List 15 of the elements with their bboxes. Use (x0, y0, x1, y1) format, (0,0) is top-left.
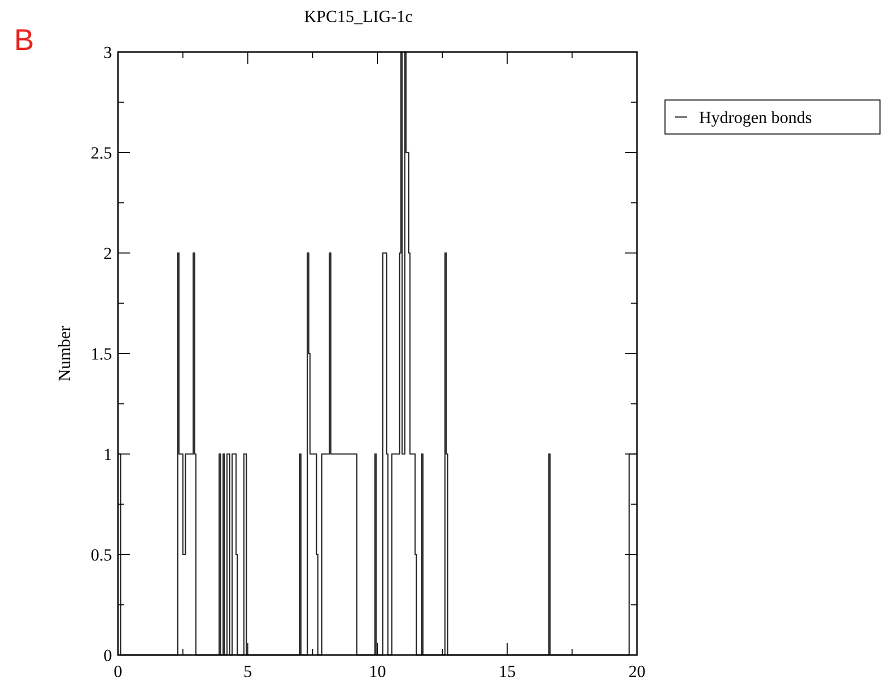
text: B (14, 24, 34, 57)
y-tick-label: 3 (104, 42, 112, 62)
y-tick-label: 0.5 (90, 545, 112, 564)
y-tick-label: 1.5 (90, 344, 112, 364)
x-tick-label: 5 (244, 662, 252, 681)
x-tick-label: 20 (628, 662, 646, 681)
y-axis-title: Number (55, 325, 74, 382)
chart-title: KPC15_LIG-1c (304, 7, 414, 26)
x-tick-label: 10 (369, 662, 386, 681)
y-tick-label: 0 (104, 646, 112, 665)
y-tick-label: 2 (104, 244, 112, 263)
legend-label: Hydrogen bonds (699, 108, 812, 127)
y-tick-label: 2.5 (90, 143, 112, 162)
x-tick-label: 15 (498, 662, 516, 681)
y-tick-label: 1 (104, 444, 112, 464)
